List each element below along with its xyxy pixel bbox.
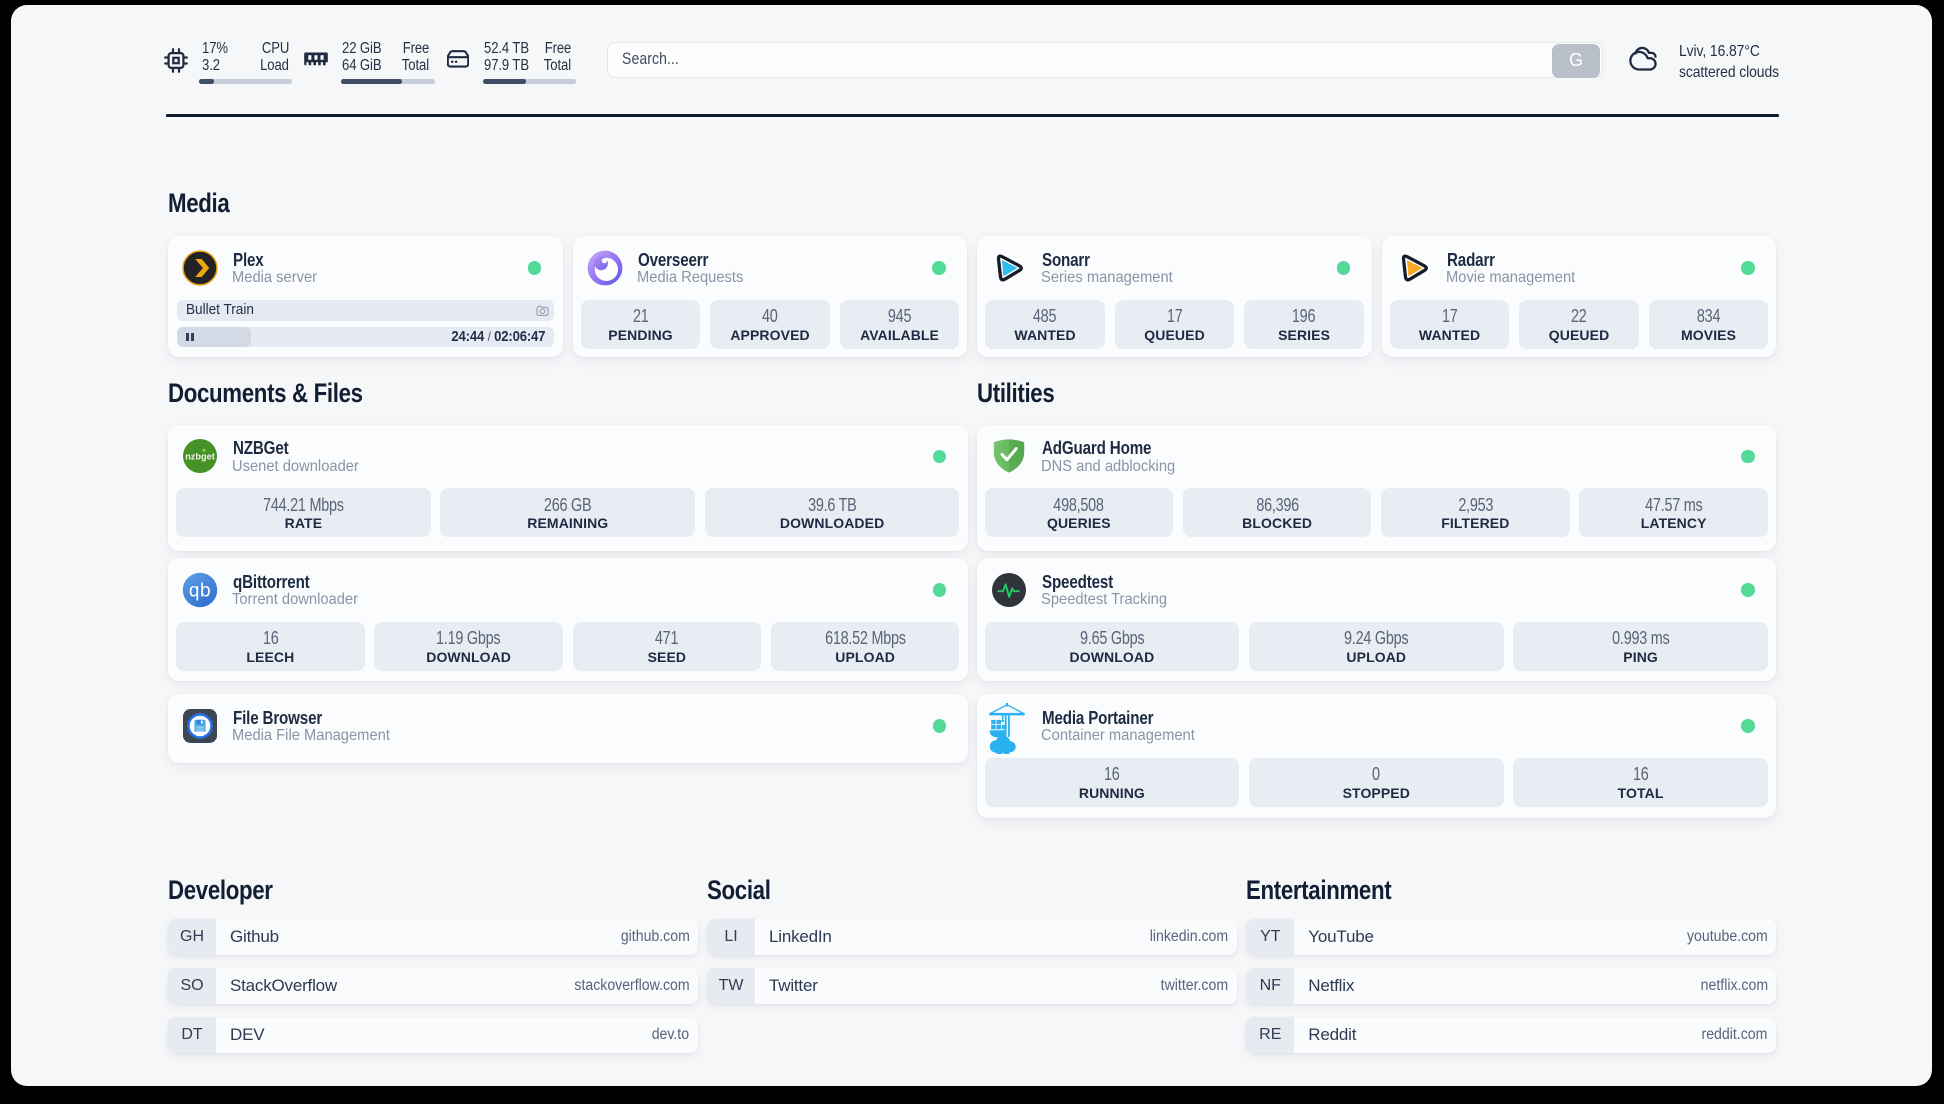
svg-text:qb: qb — [189, 580, 211, 601]
svg-text:nzbget: nzbget — [185, 452, 215, 462]
